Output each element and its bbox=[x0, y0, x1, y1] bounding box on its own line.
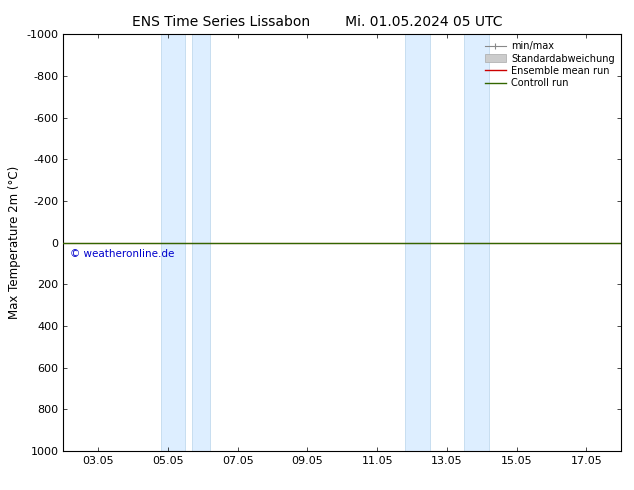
Bar bbox=[464, 34, 489, 451]
Y-axis label: Max Temperature 2m (°C): Max Temperature 2m (°C) bbox=[8, 166, 21, 319]
Bar bbox=[405, 34, 430, 451]
Bar bbox=[192, 34, 210, 451]
Text: ENS Time Series Lissabon        Mi. 01.05.2024 05 UTC: ENS Time Series Lissabon Mi. 01.05.2024 … bbox=[132, 15, 502, 29]
Bar bbox=[161, 34, 185, 451]
Legend: min/max, Standardabweichung, Ensemble mean run, Controll run: min/max, Standardabweichung, Ensemble me… bbox=[482, 39, 616, 90]
Text: © weatheronline.de: © weatheronline.de bbox=[70, 249, 175, 259]
